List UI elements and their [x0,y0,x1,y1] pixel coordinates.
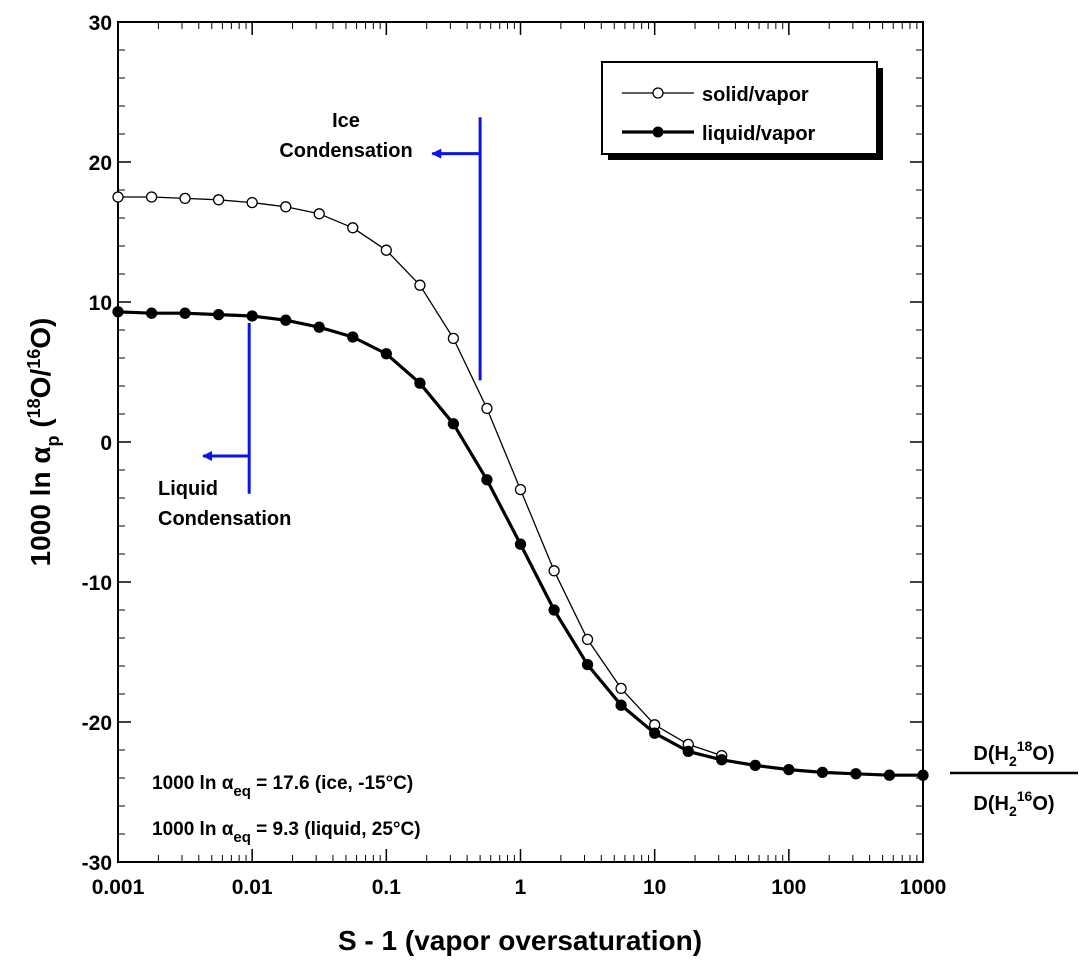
data-point [917,769,929,781]
x-tick-label: 0.1 [372,876,402,899]
data-point [749,759,761,772]
x-tick-label: 1 [515,876,527,899]
data-point [581,658,594,671]
series-liquid-vapor [112,306,929,781]
liquid-condensation-label: Liquid Condensation [158,478,291,530]
legend-label-liquid: liquid/vapor [702,123,816,145]
ice-condensation-label: Ice Condensation [279,110,412,162]
data-point [615,699,627,711]
data-point [112,191,124,203]
x-tick-label: 1000 [900,876,947,899]
data-point [380,244,392,256]
legend-box [601,61,878,155]
diffusivity-numerator: D(H218O) [973,738,1054,769]
y-tick-label: 20 [89,152,112,175]
x-tick-label: 100 [771,876,806,899]
y-tick-label: -10 [82,572,112,595]
data-point [783,763,795,776]
data-point [380,348,392,360]
data-point [212,308,225,321]
data-point [347,331,359,343]
data-point [514,483,527,496]
data-point [313,321,325,333]
data-point [179,307,191,319]
data-point [145,191,158,203]
y-tick-label: 0 [100,432,112,455]
data-point [280,201,292,213]
x-tick-label: 10 [643,876,666,899]
data-point [414,279,426,291]
eq-ice-note: 1000 ln αeq = 17.6 (ice, -15°C) [152,773,413,800]
data-point [246,196,258,209]
data-point [246,310,258,322]
data-point [179,192,191,205]
data-point [649,727,661,739]
data-point [145,307,158,319]
data-point [514,538,527,550]
data-point [347,222,359,234]
x-tick-label: 0.001 [92,876,145,899]
axis-ticks [117,21,924,863]
data-point [850,768,862,780]
data-point [212,194,225,206]
data-point [816,766,829,779]
diffusivity-ratio-label: D(H218O) D(H216O) [950,738,1078,819]
series-solid-vapor [112,191,728,762]
data-point [481,474,493,486]
x-tick-labels: 0.001 0.01 0.1 1 10 100 1000 [92,876,947,899]
data-point [548,565,560,577]
data-point [682,745,694,758]
x-axis-title: S - 1 (vapor oversaturation) [338,925,702,956]
y-tick-label: -20 [82,712,112,735]
data-point [883,769,896,781]
data-point [112,306,124,318]
eq-liquid-note: 1000 ln αeq = 9.3 (liquid, 25°C) [152,819,421,846]
y-tick-label: -30 [82,852,112,875]
legend-marker-liquid [652,126,664,138]
legend-marker-solid [652,87,664,99]
x-tick-label: 0.01 [232,876,273,899]
data-point [414,377,426,389]
data-point [313,208,325,220]
data-point [447,418,460,430]
data-point [716,754,728,766]
data-point [280,314,292,326]
data-point [615,682,627,695]
y-axis-title: 1000 ln αp (18O/16O) [24,318,63,567]
data-point [481,402,493,415]
legend: solid/vapor liquid/vapor [601,61,883,160]
diffusivity-denominator: D(H216O) [973,788,1054,819]
y-tick-label: 10 [89,292,112,315]
legend-label-solid: solid/vapor [702,84,809,106]
data-point [581,633,594,646]
y-tick-labels: 30 20 10 0 -10 -20 -30 [82,12,112,875]
y-tick-label: 30 [89,12,112,35]
data-point [548,604,560,616]
condensation-markers [201,117,482,494]
data-point [447,332,460,345]
